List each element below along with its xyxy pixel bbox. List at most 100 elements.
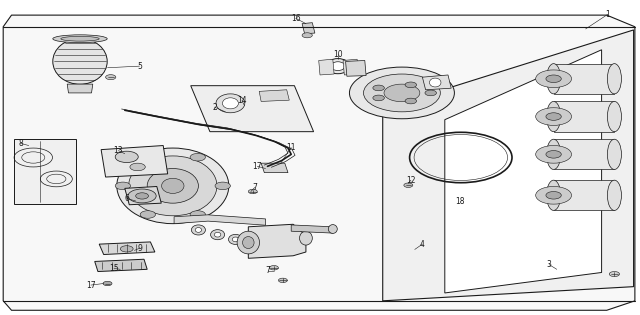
Circle shape [373,95,385,101]
Text: 1: 1 [605,10,611,19]
Circle shape [384,84,420,102]
Text: 13: 13 [113,146,124,155]
Text: 12: 12 [406,176,415,185]
Polygon shape [554,64,614,94]
Ellipse shape [547,64,561,94]
Ellipse shape [216,94,244,113]
Ellipse shape [232,237,239,242]
Polygon shape [422,75,451,90]
Ellipse shape [547,139,561,169]
Circle shape [373,85,385,91]
Polygon shape [291,225,333,233]
Ellipse shape [328,225,337,233]
Circle shape [536,186,572,204]
Circle shape [269,266,278,270]
Text: 2: 2 [212,103,217,112]
Ellipse shape [61,36,99,41]
Circle shape [546,75,561,83]
Circle shape [546,113,561,120]
Text: 5: 5 [137,62,142,71]
Text: 7: 7 [265,266,270,275]
Circle shape [190,211,205,218]
Text: 18: 18 [455,197,464,206]
Circle shape [364,74,440,112]
Text: 16: 16 [291,14,301,23]
Ellipse shape [300,231,312,245]
Circle shape [115,151,138,163]
Polygon shape [191,86,314,132]
Ellipse shape [607,139,621,169]
Polygon shape [346,60,366,76]
Ellipse shape [214,232,221,237]
Circle shape [278,278,287,283]
Polygon shape [101,146,168,177]
Polygon shape [554,180,614,210]
Circle shape [190,153,205,161]
Polygon shape [261,163,288,173]
Ellipse shape [331,62,345,71]
Circle shape [536,70,572,88]
Circle shape [103,281,112,286]
Circle shape [609,272,620,277]
Text: 8: 8 [18,139,23,148]
Text: 9: 9 [137,244,142,253]
Circle shape [425,90,436,96]
Circle shape [536,108,572,125]
Ellipse shape [429,78,441,87]
Ellipse shape [607,101,621,132]
Polygon shape [95,259,147,272]
Text: 11: 11 [287,143,296,152]
Ellipse shape [228,234,243,244]
Polygon shape [445,50,602,293]
Text: 10: 10 [333,50,343,59]
Circle shape [215,182,230,190]
Circle shape [115,182,131,190]
Ellipse shape [211,230,225,240]
Circle shape [136,193,148,199]
Circle shape [536,146,572,163]
Text: 6: 6 [124,194,129,203]
Text: 15: 15 [109,264,119,273]
Polygon shape [319,59,334,75]
Polygon shape [259,90,289,101]
Polygon shape [343,59,358,75]
Polygon shape [99,242,155,255]
Circle shape [140,211,156,218]
Ellipse shape [547,180,561,210]
Circle shape [546,151,561,158]
Text: 7: 7 [252,183,257,192]
Ellipse shape [129,156,217,216]
Polygon shape [554,101,614,132]
Polygon shape [554,139,614,169]
Polygon shape [14,139,76,204]
Text: 17: 17 [86,281,96,289]
Polygon shape [125,186,161,205]
Ellipse shape [191,225,205,235]
Polygon shape [67,84,93,93]
Polygon shape [174,215,266,225]
Ellipse shape [147,169,198,203]
Polygon shape [383,30,634,301]
Circle shape [106,75,116,80]
Circle shape [128,189,156,203]
Circle shape [405,82,417,88]
Ellipse shape [607,180,621,210]
Ellipse shape [117,148,229,224]
Text: 17: 17 [252,162,262,171]
Circle shape [349,67,454,119]
Text: 3: 3 [547,260,552,269]
Circle shape [546,192,561,199]
Circle shape [248,189,257,194]
Ellipse shape [243,237,254,249]
Circle shape [404,183,413,187]
Polygon shape [248,224,306,258]
Circle shape [302,33,312,38]
Text: 14: 14 [237,96,247,105]
Circle shape [140,153,156,161]
Ellipse shape [607,64,621,94]
Text: 4: 4 [420,240,425,249]
Ellipse shape [162,178,184,193]
Circle shape [405,98,417,104]
Ellipse shape [237,231,260,254]
Polygon shape [3,15,635,310]
